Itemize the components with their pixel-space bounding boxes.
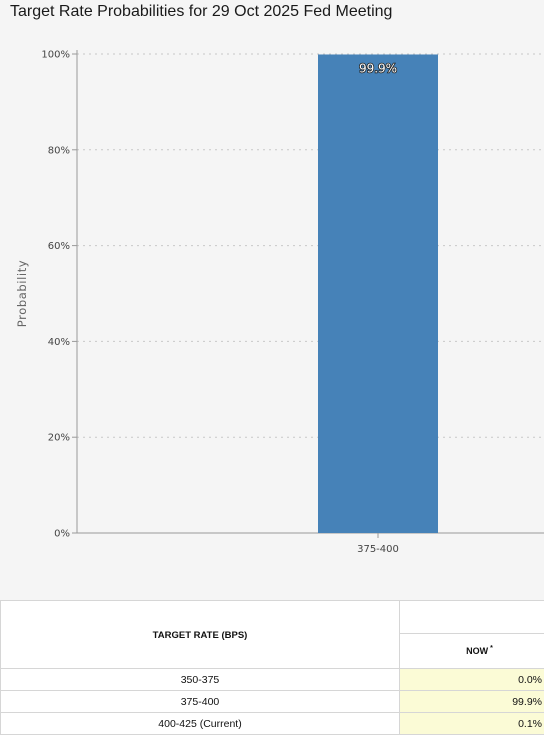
now-value-cell: 0.0%: [400, 669, 544, 691]
bar-375-400: [318, 54, 438, 533]
now-header: NOW*: [400, 633, 544, 668]
rate-cell: 400-425 (Current): [1, 713, 400, 735]
table-header-spacer: [400, 601, 544, 634]
y-tick-label: 0%: [54, 529, 70, 540]
y-axis-title: Probability: [15, 260, 29, 327]
y-tick-label: 80%: [48, 145, 70, 156]
y-tick-label: 60%: [48, 241, 70, 252]
grid-lines: [77, 54, 544, 437]
bars: [318, 54, 438, 533]
y-tick-label: 100%: [41, 50, 70, 61]
bar-value-label: 99.9%: [359, 61, 397, 75]
rate-cell: 375-400: [1, 691, 400, 713]
target-rate-header: TARGET RATE (BPS): [1, 601, 400, 669]
y-tick-label: 40%: [48, 337, 70, 348]
table-row: 375-400 99.9%: [1, 691, 544, 713]
probability-bar-chart: 0% 20% 40% 60% 80% 100% Probability 99.9% 375-40…: [0, 0, 544, 590]
y-tick-label: 20%: [48, 433, 70, 444]
table-row: 400-425 (Current) 0.1%: [1, 713, 544, 735]
axes: [72, 50, 544, 538]
probability-table: TARGET RATE (BPS) NOW* 350-375 0.0% 375-…: [0, 600, 544, 735]
now-header-footnote-mark: *: [490, 645, 493, 652]
now-value-cell: 0.1%: [400, 713, 544, 735]
now-header-label: NOW: [466, 646, 488, 656]
x-tick-label: 375-400: [357, 544, 399, 555]
now-value-cell: 99.9%: [400, 691, 544, 713]
table-row: 350-375 0.0%: [1, 669, 544, 691]
rate-cell: 350-375: [1, 669, 400, 691]
